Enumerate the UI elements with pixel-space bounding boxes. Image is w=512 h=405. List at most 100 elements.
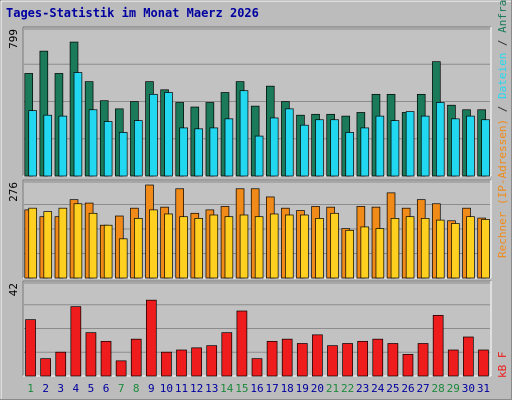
bar-visits-besuche-5 [88, 212, 98, 279]
bar-requests-dateien-28 [435, 102, 445, 177]
axis-max-label-traffic: 42 [7, 283, 20, 296]
bar-traffic-22 [342, 343, 353, 377]
bar-traffic-13 [206, 345, 218, 377]
bar-requests-dateien-24 [375, 115, 385, 177]
legend-entry-0: Anfragen [496, 0, 509, 33]
bar-traffic-21 [327, 345, 338, 377]
x-tick-label-15: 15 [235, 382, 248, 395]
x-tick-label-1: 1 [27, 382, 34, 395]
x-tick-label-20: 20 [311, 382, 324, 395]
bar-traffic-29 [447, 349, 459, 377]
bar-traffic-6 [100, 340, 112, 377]
bar-visits-besuche-23 [360, 226, 370, 279]
axis-max-label-requests: 799 [7, 29, 20, 49]
legend-top-group: Rechner (IP-Adressen) / Dateien / Anfrag… [496, 0, 509, 258]
bar-requests-dateien-12 [194, 128, 204, 177]
bar-visits-besuche-28 [435, 219, 445, 279]
x-tick-label-19: 19 [296, 382, 309, 395]
bar-visits-besuche-26 [405, 216, 415, 279]
x-tick-label-13: 13 [205, 382, 218, 395]
bar-requests-dateien-10 [164, 92, 173, 177]
bar-requests-dateien-19 [300, 124, 309, 177]
bar-requests-dateien-7 [118, 132, 128, 177]
bar-requests-dateien-11 [179, 127, 188, 177]
bar-requests-dateien-27 [420, 115, 430, 177]
bar-requests-dateien-16 [254, 135, 264, 177]
bar-visits-besuche-1 [28, 207, 37, 279]
bar-requests-dateien-18 [285, 108, 294, 177]
bar-traffic-7 [115, 360, 127, 377]
bar-requests-dateien-25 [390, 120, 400, 177]
bar-requests-dateien-15 [239, 90, 249, 177]
bar-requests-dateien-8 [134, 120, 143, 177]
x-tick-label-18: 18 [281, 382, 294, 395]
bar-visits-besuche-21 [330, 212, 339, 279]
x-tick-label-12: 12 [190, 382, 203, 395]
x-tick-label-25: 25 [386, 382, 399, 395]
bar-visits-besuche-18 [285, 214, 294, 279]
x-tick-label-6: 6 [103, 382, 110, 395]
x-tick-label-29: 29 [447, 382, 460, 395]
legend-bottom-entry: kB F [496, 352, 509, 379]
legend-entry-1: Dateien [496, 53, 509, 99]
bar-requests-dateien-30 [466, 115, 475, 177]
bar-requests-dateien-4 [73, 72, 83, 177]
x-tick-label-28: 28 [432, 382, 445, 395]
bar-traffic-2 [40, 358, 51, 377]
legend-entry-2: Rechner (IP-Adressen) [496, 119, 509, 258]
bar-visits-besuche-12 [194, 218, 204, 279]
legend-separator-0: / [496, 99, 509, 119]
bar-traffic-20 [312, 334, 323, 377]
x-tick-label-24: 24 [371, 382, 385, 395]
x-tick-label-4: 4 [73, 382, 80, 395]
bar-traffic-16 [251, 358, 263, 377]
bar-visits-besuche-24 [375, 228, 385, 279]
bar-traffic-1 [25, 319, 36, 377]
bar-visits-besuche-3 [58, 207, 68, 279]
bar-requests-dateien-23 [360, 127, 370, 177]
bar-traffic-26 [402, 353, 414, 377]
bar-visits-besuche-2 [43, 211, 53, 279]
bar-visits-besuche-16 [254, 216, 264, 279]
x-tick-label-23: 23 [356, 382, 369, 395]
legend-separator-1: / [496, 33, 509, 53]
bar-traffic-30 [463, 336, 474, 377]
bar-requests-dateien-22 [345, 132, 354, 177]
bar-traffic-4 [70, 306, 82, 377]
bar-visits-besuche-29 [451, 223, 460, 279]
axis-max-label-visits: 276 [7, 182, 20, 202]
x-tick-label-16: 16 [250, 382, 263, 395]
bar-visits-besuche-17 [269, 213, 279, 279]
x-tick-label-27: 27 [416, 382, 429, 395]
x-tick-label-31: 31 [477, 382, 490, 395]
bar-visits-besuche-13 [209, 214, 219, 279]
bar-requests-dateien-9 [149, 93, 158, 177]
bar-traffic-18 [281, 338, 293, 377]
bar-visits-besuche-9 [149, 209, 158, 279]
bar-visits-besuche-31 [481, 219, 490, 279]
bar-requests-dateien-21 [330, 119, 339, 177]
bar-visits-besuche-6 [103, 224, 113, 279]
bar-visits-besuche-25 [390, 218, 400, 279]
x-tick-label-7: 7 [118, 382, 125, 395]
bar-visits-besuche-30 [466, 216, 475, 279]
bar-requests-dateien-3 [58, 115, 68, 177]
bar-visits-besuche-8 [134, 218, 143, 279]
bar-traffic-12 [191, 347, 202, 377]
bar-requests-dateien-31 [481, 119, 490, 177]
bar-visits-besuche-14 [224, 216, 234, 279]
bar-traffic-8 [130, 338, 142, 377]
bar-requests-dateien-26 [405, 111, 415, 177]
bar-traffic-14 [221, 332, 233, 377]
bar-requests-dateien-14 [224, 118, 234, 177]
bar-traffic-31 [478, 349, 489, 377]
bar-traffic-3 [55, 351, 67, 377]
bar-requests-dateien-13 [209, 127, 219, 177]
x-tick-label-5: 5 [88, 382, 95, 395]
x-tick-label-8: 8 [133, 382, 140, 395]
bar-traffic-24 [372, 338, 384, 377]
bar-traffic-19 [296, 343, 308, 377]
bar-visits-besuche-11 [179, 216, 188, 279]
